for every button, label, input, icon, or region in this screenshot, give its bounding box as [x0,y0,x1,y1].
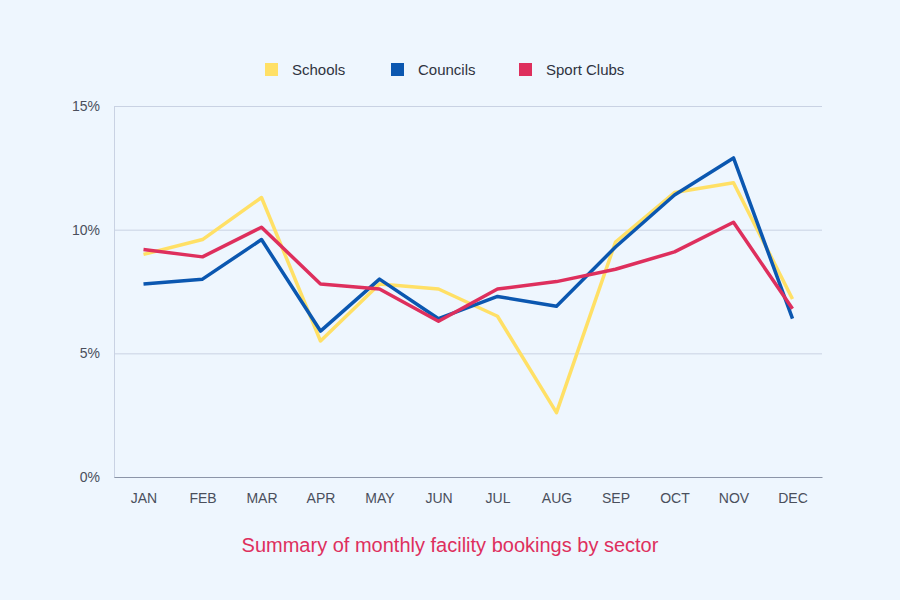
grid-line [114,477,822,478]
legend-item: Sport Clubs [519,61,624,78]
y-tick: 0% [80,469,822,485]
x-tick: OCT [660,477,690,506]
x-tick: NOV [719,477,750,506]
x-tick-label: FEB [189,490,216,506]
legend-swatch [391,63,404,76]
legend-swatch [265,63,278,76]
y-tick-label: 0% [80,469,100,485]
y-axis: 0% 5% 10% 15% [72,98,822,485]
x-tick: FEB [189,477,216,506]
x-tick: MAY [365,477,395,506]
x-tick-label: APR [307,490,336,506]
x-tick-label: AUG [542,490,572,506]
lines [144,158,793,413]
title: Summary of monthly facility bookings by … [242,534,659,556]
y-axis-line [115,107,823,478]
chart: 0% 5% 10% 15% JAN FEB MAR APR MAY JUN JUL AUG SEP OCT… [0,0,900,600]
x-axis-line [115,477,823,478]
x-tick-label: DEC [778,490,808,506]
y-tick: 15% [72,98,822,114]
x-tick-label: NOV [719,490,750,506]
x-tick-label: OCT [660,490,690,506]
x-tick: DEC [778,477,808,506]
x-tick-label: SEP [602,490,630,506]
legend: Schools Councils Sport Clubs [265,61,624,78]
y-tick: 5% [80,345,822,361]
y-tick-label: 15% [72,98,100,114]
x-tick: APR [307,477,336,506]
x-tick: JUL [486,477,511,506]
legend-label: Councils [418,61,476,78]
grid-line [114,106,822,107]
x-tick-label: JAN [131,490,157,506]
y-tick-label: 10% [72,222,100,238]
series-line [144,183,793,413]
series-line [144,222,793,321]
x-tick-label: JUN [425,490,452,506]
grid-line [114,353,822,354]
x-tick-label: JUL [486,490,511,506]
legend-item: Schools [265,61,345,78]
x-axis: JAN FEB MAR APR MAY JUN JUL AUG SEP OCT NOV DEC [115,477,823,506]
legend-label: Sport Clubs [546,61,624,78]
y-tick-label: 5% [80,345,100,361]
x-tick: JUN [425,477,452,506]
x-tick: JAN [131,477,157,506]
x-tick: AUG [542,477,572,506]
x-tick-label: MAR [246,490,277,506]
x-tick: MAR [246,477,277,506]
background [0,0,900,600]
legend-item: Councils [391,61,476,78]
series-line [144,158,793,331]
legend-label: Schools [292,61,345,78]
x-tick: SEP [602,477,630,506]
legend-swatch [519,63,532,76]
x-tick-label: MAY [365,490,395,506]
